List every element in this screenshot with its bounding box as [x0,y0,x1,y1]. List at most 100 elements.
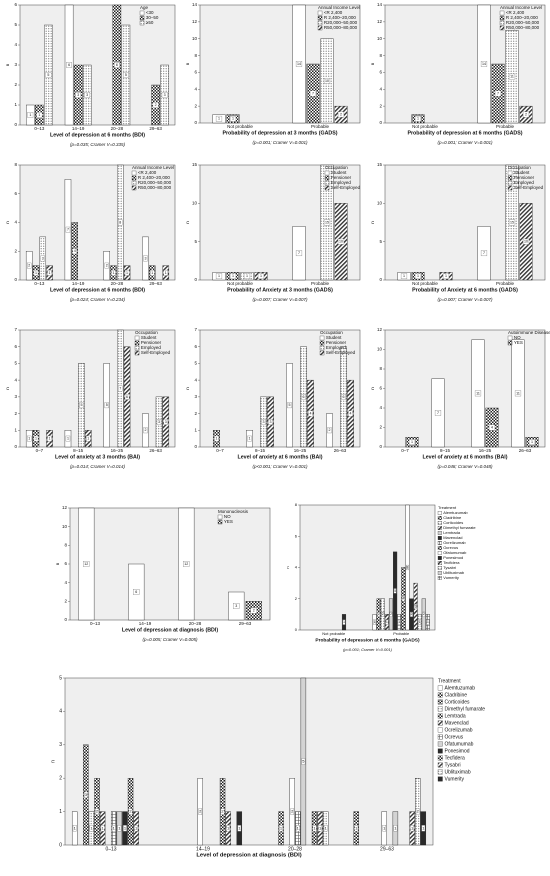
value-label-box [323,825,328,832]
y-tick-label: 7 [194,327,197,332]
value-label-box [508,73,516,80]
value-label-box [33,435,39,442]
y-tick-label: 10 [192,201,198,206]
value-label: 7 [298,251,300,255]
value-label: 1 [216,437,218,441]
value-label: 1 [124,825,127,830]
value-label: 4 [310,412,312,416]
legend-swatch [507,170,513,176]
legend-swatch [319,335,325,341]
value-label: 14 [482,62,486,66]
y-tick-label: 2 [14,82,17,87]
legend-swatch [499,20,505,26]
y-tick-label: 10 [377,201,383,206]
y-tick-label: 0 [59,842,62,848]
y-axis-label: n [370,62,375,65]
value-label-box [233,603,240,609]
legend-label: Dimethyl fumarate [443,525,476,530]
legend-swatch [437,541,442,545]
legend-label: Mavenclad [443,535,462,540]
legend-label: R20,000–50,000 [506,20,540,25]
legend-swatch [499,25,505,31]
legend-label: Ponesimod [445,748,470,754]
legend-label: Tysabri [445,762,461,768]
x-tick-label: 0–13 [34,126,45,131]
x-tick-label: 20–28 [189,621,202,626]
value-label: 15 [325,220,329,224]
legend-label: NO [514,335,521,340]
legend-swatch [139,20,145,26]
legend-title: Mononucleosis [218,509,249,514]
value-label-box [373,619,376,625]
value-label-box [152,102,159,108]
x-axis-label: Probability of Anxiety at 3 months (GADS… [227,287,333,293]
x-tick-label: 29–63 [380,846,394,852]
legend-swatch [507,175,513,181]
value-label: 1 [35,437,37,441]
legend-label: <R 2,400 [506,10,525,15]
value-label-box [522,238,530,245]
legend-label: Pensioner [326,340,347,345]
y-tick-label: 5 [14,22,17,27]
value-label-box [27,262,32,269]
value-label: 5 [289,403,291,407]
legend-label: Self-Employed [326,350,356,355]
y-tick-label: 12 [377,327,383,332]
value-label-box [348,410,353,417]
x-tick-label: Not probable [227,281,253,286]
value-label-box [341,394,346,400]
legend-label: Ocrevus [445,734,464,740]
value-label: 7 [497,91,499,95]
legend-label: Self-Employed [141,350,171,355]
y-tick-label: 0 [379,444,382,449]
value-label: 1 [343,620,345,624]
y-tick-label: 2 [64,599,67,604]
value-label: 1 [90,825,93,830]
value-label-box [114,62,120,68]
x-tick-label: Probable [496,124,515,129]
value-label: 3 [263,420,265,424]
legend-swatch [131,185,137,191]
stats-note: (p=0.001; Cramer V=0.001) [252,140,308,145]
value-label: 1 [249,437,251,441]
value-label: 1 [445,274,447,278]
value-label: 12 [84,562,88,566]
x-tick-label: 16–25 [294,448,307,453]
legend-swatch [437,692,443,698]
legend-swatch [134,335,140,341]
legend-swatch [437,762,443,768]
stats-note: (p=0.024; Cramer V=0.234) [70,297,126,302]
value-label-box [95,808,99,815]
x-tick-label: 20–28 [111,126,124,131]
value-label: 1 [427,620,429,624]
legend-swatch [437,741,443,747]
x-tick-label: Not probable [227,124,253,129]
legend-title: Treatment [438,505,457,510]
y-tick-label: 6 [14,2,17,7]
value-label-box [434,410,442,416]
value-label-box [385,619,389,625]
value-label-box [295,61,303,67]
value-label: 1 [218,274,220,278]
value-label: 10 [325,79,329,83]
legend-swatch [319,350,325,356]
y-tick-label: 1 [14,427,17,432]
value-label: 11 [510,75,514,79]
legend-label: Corticoides [445,699,471,705]
x-tick-label: 20–28 [111,281,124,286]
legend-swatch [499,10,505,16]
value-label-box [422,611,426,617]
x-tick-label: 29–63 [149,126,162,131]
legend-title: Occupation [320,330,343,335]
legend-label: Ocrelizumab [445,727,473,733]
x-tick-label: Not probable [322,631,346,636]
x-tick-label: 20–28 [288,846,302,852]
y-axis-label: n [50,760,56,763]
stats-note: (p=0.005; Cramer V=0.005) [142,637,198,642]
value-label-box [226,825,230,832]
value-label: 1 [232,117,234,121]
value-label: 2 [411,612,413,616]
legend-label: R 2,400–20,000 [138,175,171,180]
value-label: 11 [476,391,480,395]
